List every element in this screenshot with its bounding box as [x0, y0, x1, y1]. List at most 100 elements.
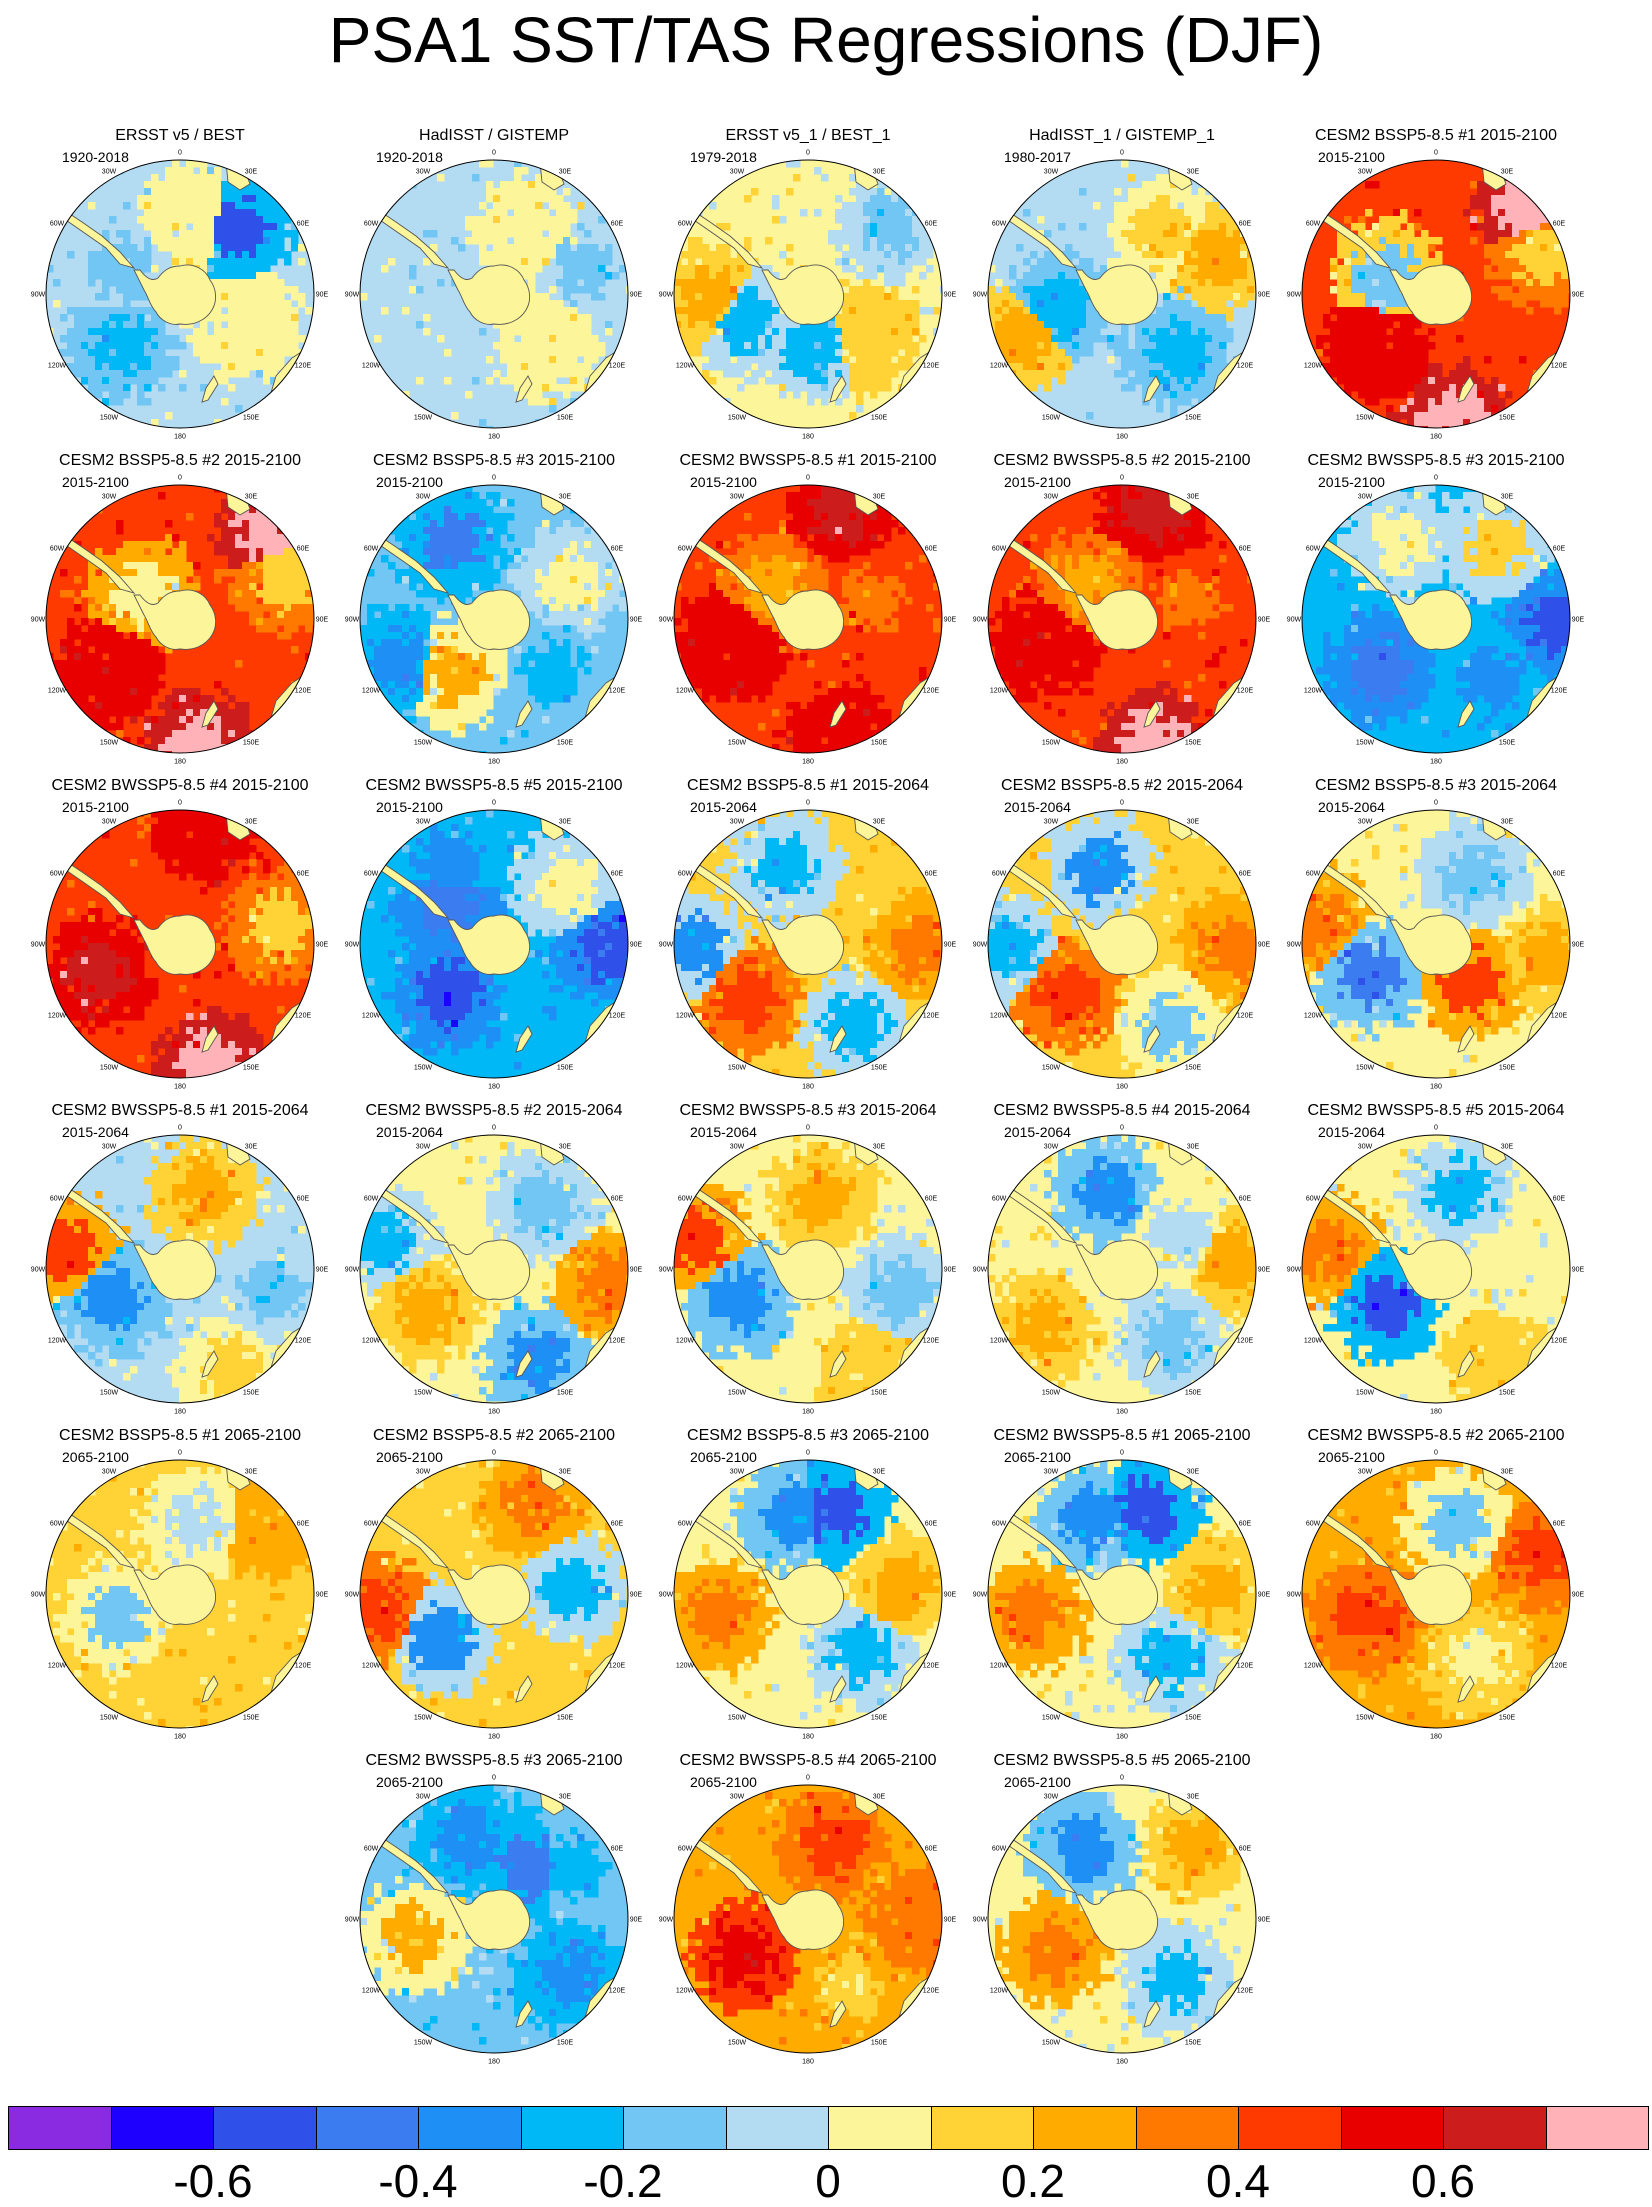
panel-title: CESM2 BSSP5-8.5 #1 2065-2100 [30, 1426, 330, 1446]
longitude-label: 150E [557, 1714, 574, 1721]
longitude-label: 90E [316, 617, 329, 624]
longitude-label: 60W [1306, 871, 1321, 878]
longitude-label: 150W [1356, 739, 1375, 746]
longitude-label: 60W [364, 1846, 379, 1853]
longitude-label: 30E [245, 494, 258, 501]
colorbar-swatch [1033, 2106, 1137, 2150]
longitude-label: 90W [659, 1917, 674, 1924]
longitude-label: 30E [873, 819, 886, 826]
longitude-label: 180 [1116, 1409, 1128, 1416]
longitude-label: 30W [1358, 819, 1373, 826]
longitude-label: 120W [676, 688, 695, 695]
regression-field [674, 1135, 950, 1409]
longitude-label: 30E [559, 1469, 572, 1476]
longitude-label: 60E [1553, 546, 1566, 553]
longitude-label: 60E [925, 1521, 938, 1528]
longitude-label: 60E [925, 546, 938, 553]
longitude-label: 0 [492, 1450, 496, 1457]
panel-period: 2015-2100 [690, 473, 757, 491]
longitude-label: 180 [1116, 759, 1128, 766]
longitude-label: 180 [802, 759, 814, 766]
longitude-label: 120W [676, 363, 695, 370]
longitude-label: 180 [1430, 759, 1442, 766]
longitude-label: 90W [345, 292, 360, 299]
longitude-label: 30E [1187, 819, 1200, 826]
longitude-label: 150W [728, 739, 747, 746]
longitude-label: 30W [1044, 494, 1059, 501]
longitude-label: 150W [100, 414, 119, 421]
longitude-label: 0 [492, 150, 496, 157]
longitude-label: 30W [416, 819, 431, 826]
colorbar-tick-label: -0.2 [543, 2156, 703, 2206]
regression-field [360, 485, 636, 759]
longitude-label: 120E [1551, 1013, 1568, 1020]
longitude-label: 180 [1430, 1734, 1442, 1741]
panel-title: CESM2 BSSP5-8.5 #2 2015-2100 [30, 451, 330, 471]
longitude-label: 150W [1356, 1714, 1375, 1721]
longitude-label: 90W [1287, 617, 1302, 624]
longitude-label: 150W [100, 1389, 119, 1396]
longitude-label: 30W [416, 1144, 431, 1151]
longitude-label: 90W [345, 1917, 360, 1924]
longitude-label: 30W [730, 1144, 745, 1151]
longitude-label: 120W [1304, 1338, 1323, 1345]
longitude-label: 30E [1501, 494, 1514, 501]
longitude-label: 60W [1306, 1196, 1321, 1203]
longitude-label: 90W [31, 292, 46, 299]
longitude-label: 90E [316, 942, 329, 949]
longitude-label: 180 [488, 1734, 500, 1741]
longitude-label: 180 [1116, 1734, 1128, 1741]
longitude-label: 60E [297, 871, 310, 878]
longitude-label: 150E [1185, 1389, 1202, 1396]
longitude-label: 30E [1501, 169, 1514, 176]
longitude-label: 150W [1356, 414, 1375, 421]
longitude-label: 120W [48, 688, 67, 695]
longitude-label: 180 [488, 759, 500, 766]
longitude-label: 0 [1434, 475, 1438, 482]
colorbar-tick-label: 0.4 [1158, 2156, 1318, 2206]
longitude-label: 90W [659, 942, 674, 949]
colorbar-swatch [111, 2106, 215, 2150]
longitude-label: 90W [31, 617, 46, 624]
longitude-label: 0 [178, 475, 182, 482]
longitude-label: 90W [31, 1592, 46, 1599]
longitude-label: 30W [416, 1469, 431, 1476]
longitude-label: 120E [295, 688, 312, 695]
longitude-label: 60W [678, 1196, 693, 1203]
longitude-label: 60W [364, 871, 379, 878]
longitude-label: 150W [1042, 1064, 1061, 1071]
panel-period: 2015-2064 [1318, 798, 1385, 816]
longitude-label: 90E [1258, 942, 1271, 949]
longitude-label: 150E [557, 414, 574, 421]
regression-field [988, 810, 1264, 1084]
colorbar-tick-label: 0 [748, 2156, 908, 2206]
longitude-label: 150W [414, 1064, 433, 1071]
longitude-label: 150E [1499, 1064, 1516, 1071]
panel-title: CESM2 BSSP5-8.5 #3 2065-2100 [658, 1426, 958, 1446]
longitude-label: 90E [944, 1917, 957, 1924]
panel-period: 2015-2064 [690, 798, 757, 816]
panel-period: 2015-2100 [1318, 148, 1385, 166]
panel-period: 1979-2018 [690, 148, 757, 166]
longitude-label: 120E [923, 1338, 940, 1345]
longitude-label: 90W [345, 942, 360, 949]
longitude-label: 150W [100, 739, 119, 746]
longitude-label: 0 [1434, 1125, 1438, 1132]
longitude-label: 0 [1120, 1775, 1124, 1782]
longitude-label: 90W [659, 1592, 674, 1599]
longitude-label: 30W [102, 169, 117, 176]
longitude-label: 0 [492, 475, 496, 482]
longitude-label: 180 [488, 434, 500, 441]
